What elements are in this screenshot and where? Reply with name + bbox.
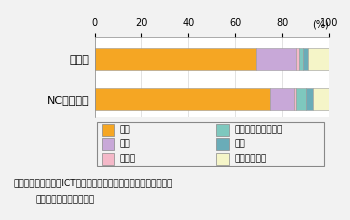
Text: に関する調査研究」: に関する調査研究」 (35, 196, 94, 205)
Text: 欧州: 欧州 (119, 140, 130, 148)
Bar (216, 125, 229, 136)
Text: （出典）「我が国のICT分野の主要製品・部品における要素技術: （出典）「我が国のICT分野の主要製品・部品における要素技術 (14, 178, 173, 187)
Bar (299, 48, 303, 70)
Bar (294, 88, 296, 110)
Text: その他: その他 (119, 154, 135, 163)
Bar (306, 88, 313, 110)
Bar (216, 138, 229, 150)
Bar (296, 88, 306, 110)
Bar (296, 48, 299, 70)
Bar (256, 48, 296, 70)
Bar (270, 88, 294, 110)
Bar (313, 88, 329, 110)
Bar (102, 125, 114, 136)
Text: 米国: 米国 (234, 140, 245, 148)
Bar (102, 138, 114, 150)
Text: 判断できない: 判断できない (234, 154, 266, 163)
Bar (303, 48, 308, 70)
Bar (216, 153, 229, 165)
Bar (308, 48, 329, 70)
Bar (94, 48, 256, 70)
Bar (94, 88, 270, 110)
Text: (%): (%) (312, 20, 329, 29)
Bar (102, 153, 114, 165)
Text: アジア（日本以外）: アジア（日本以外） (234, 126, 282, 135)
Text: 日本: 日本 (119, 126, 130, 135)
